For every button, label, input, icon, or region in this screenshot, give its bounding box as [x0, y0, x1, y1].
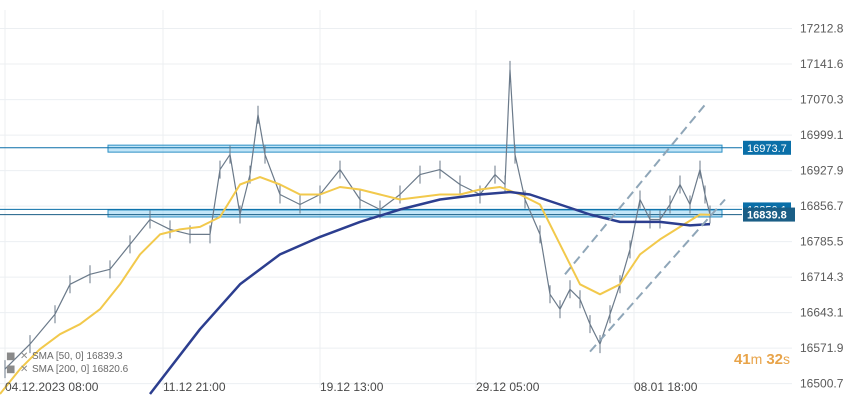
timer-seconds-unit: s	[783, 351, 790, 367]
x-axis: 04.12.2023 08:00 11.12 21:00 19.12 13:00 29…	[5, 380, 698, 394]
y-tick-label: 17212.8	[800, 22, 844, 36]
x-tick-label: 11.12 21:00	[163, 380, 226, 394]
legend-item-label: SMA [200, 0] 16820.6	[32, 364, 129, 375]
eye-icon[interactable]: ■	[6, 351, 15, 362]
support-resistance-zones[interactable]	[0, 144, 742, 218]
legend[interactable]: ■ ✕ SMA [50, 0] 16839.3 ■ ✕ SMA [200, 0] 1682…	[6, 351, 129, 375]
y-tick-label: 16643.1	[800, 306, 844, 320]
close-icon[interactable]: ✕	[20, 351, 28, 362]
price-tag-box	[743, 140, 791, 155]
y-axis: 17212.8 17141.6 17070.3 16999.1 16927.9 16856…	[800, 22, 844, 391]
channel-line[interactable]	[589, 198, 726, 353]
price-series	[4, 60, 711, 379]
y-tick-label: 16999.1	[800, 128, 844, 142]
legend-item-label: SMA [50, 0] 16839.3	[32, 351, 123, 362]
y-tick-label: 17141.6	[800, 57, 844, 71]
x-tick-label: 19.12 13:00	[320, 380, 384, 394]
x-tick-label: 29.12 05:00	[476, 380, 540, 394]
y-tick-label: 16785.5	[800, 235, 844, 249]
y-tick-label: 16927.9	[800, 164, 844, 178]
close-icon[interactable]: ✕	[20, 364, 28, 375]
x-tick-label: 08.01 18:00	[634, 380, 698, 394]
y-tick-label: 16856.7	[800, 199, 844, 213]
y-tick-label: 16500.7	[800, 377, 844, 391]
timer-minutes-unit: m	[751, 351, 763, 367]
sma-lines	[0, 176, 711, 395]
timer-seconds: 32	[766, 351, 783, 368]
price-tag-label: 16839.8	[747, 210, 787, 222]
eye-icon[interactable]: ■	[6, 364, 15, 375]
timer-minutes: 41	[734, 351, 751, 368]
price-tag-label: 16973.7	[747, 143, 787, 155]
price-tag-box	[743, 207, 795, 222]
y-tick-label: 16714.3	[800, 270, 844, 284]
channel-line[interactable]	[564, 104, 706, 275]
trend-channel[interactable]	[564, 104, 726, 353]
y-tick-label: 16571.9	[800, 341, 844, 355]
x-tick-label: 04.12.2023 08:00	[5, 380, 99, 394]
zone-rect[interactable]	[107, 144, 723, 153]
sma-50-line	[0, 176, 711, 395]
price-tags: 16973.716850.116839.8	[743, 140, 795, 222]
zone-rect[interactable]	[107, 209, 723, 218]
countdown-timer: 41m 32s	[734, 351, 790, 368]
sma-200-line	[149, 190, 711, 395]
price-line	[4, 69, 711, 370]
y-tick-label: 17070.3	[800, 93, 844, 107]
